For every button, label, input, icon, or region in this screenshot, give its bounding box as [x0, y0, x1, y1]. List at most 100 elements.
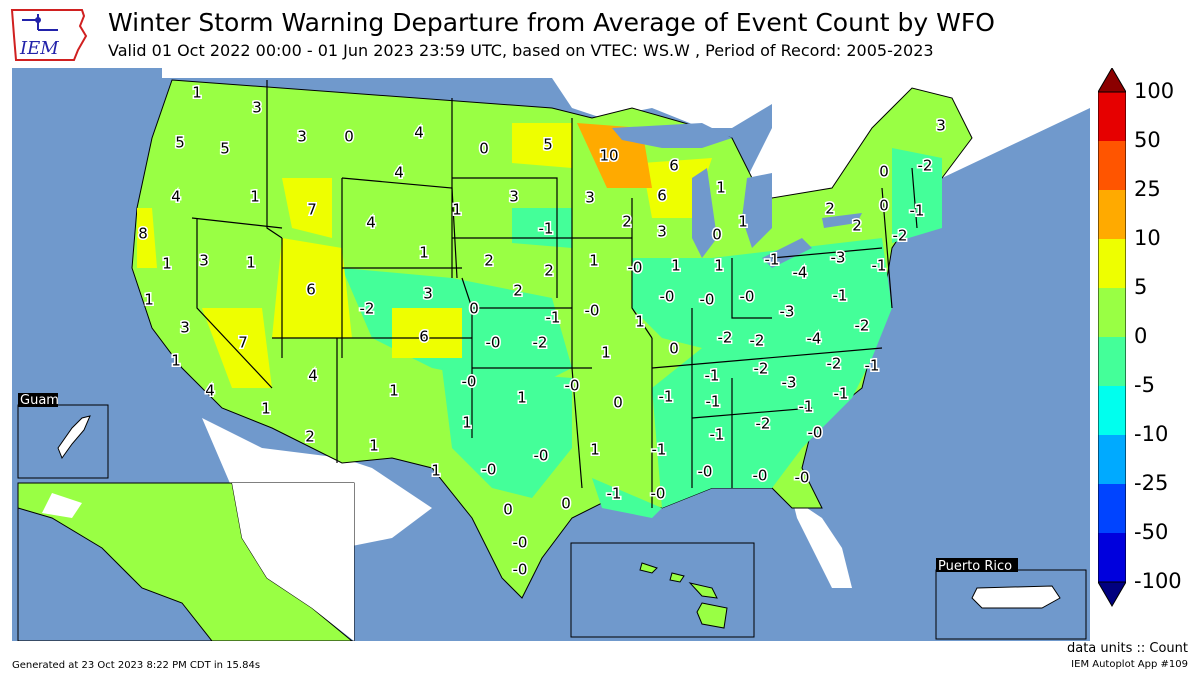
wfo-value: 0 [469, 300, 479, 318]
colorbar-segment [1098, 239, 1126, 288]
wfo-value: 0 [879, 163, 889, 181]
wfo-value: 1 [601, 344, 611, 362]
wfo-value: 1 [250, 188, 260, 206]
wfo-value: -1 [546, 309, 561, 327]
wfo-value: -1 [710, 426, 725, 444]
map-title: Winter Storm Warning Departure from Aver… [108, 8, 995, 37]
wfo-value: 1 [590, 441, 600, 459]
wfo-value: -0 [513, 534, 528, 552]
wfo-value: -2 [750, 332, 765, 350]
wfo-value: -1 [872, 257, 887, 275]
colorbar-segment [1098, 141, 1126, 190]
lake-huron [742, 173, 772, 248]
yellow-region-utah [272, 238, 352, 338]
wfo-value: 6 [419, 328, 429, 346]
wfo-value: -2 [533, 334, 548, 352]
wfo-value: -4 [807, 330, 822, 348]
colorbar-segment [1098, 288, 1126, 337]
wfo-value: -2 [918, 157, 933, 175]
wfo-value: 0 [344, 128, 354, 146]
colorbar-segment [1098, 533, 1126, 582]
colorbar-tick-label: 10 [1134, 226, 1161, 250]
colorbar-segment [1098, 435, 1126, 484]
wfo-value: -0 [585, 302, 600, 320]
colorbar-tick-label: 5 [1134, 275, 1148, 299]
wfo-value: -2 [893, 227, 908, 245]
wfo-value: 5 [543, 136, 553, 154]
colorbar-tick-label: -25 [1134, 471, 1169, 495]
wfo-value: -1 [833, 287, 848, 305]
colorbar-tick-label: 0 [1134, 324, 1148, 348]
wfo-value: 4 [308, 367, 318, 385]
wfo-value: 1 [431, 462, 441, 480]
lake-michigan [692, 168, 717, 258]
teal-region-gulf [592, 478, 662, 518]
wfo-value: 8 [138, 225, 148, 243]
wfo-value: 1 [462, 414, 472, 432]
wfo-value: -1 [607, 485, 622, 503]
wfo-value: -1 [910, 202, 925, 220]
wfo-value: 1 [589, 252, 599, 270]
colorbar-segment [1098, 386, 1126, 435]
colorbar-max-extension [1098, 68, 1126, 93]
colorbar-outline [1098, 91, 1126, 583]
logo-text: IEM [19, 38, 59, 59]
wfo-value: 3 [180, 319, 190, 337]
wfo-value: -3 [780, 303, 795, 321]
colorbar-segment [1098, 92, 1126, 141]
app-id: IEM Autoplot App #109 [1071, 659, 1188, 670]
teal-region-texas [442, 368, 572, 498]
yellow-region-nevada [202, 308, 272, 388]
wfo-value: 1 [671, 257, 681, 275]
wfo-value: 4 [171, 188, 181, 206]
wfo-value: -1 [539, 220, 554, 238]
puerto-rico-label: Puerto Rico [938, 559, 1012, 574]
wfo-value: -2 [360, 300, 375, 318]
hawaii-inset [570, 542, 755, 638]
wfo-value: 1 [635, 313, 645, 331]
data-units: data units :: Count [1066, 641, 1188, 656]
wfo-value: 3 [509, 188, 519, 206]
wfo-value: 2 [544, 262, 554, 280]
alaska-inset [17, 482, 355, 641]
lake-erie [762, 238, 812, 268]
wfo-value: 7 [238, 334, 248, 352]
wfo-value: 0 [479, 140, 489, 158]
wfo-value: 3 [423, 285, 433, 303]
wfo-value: -1 [834, 385, 849, 403]
guam-inset: Guam [17, 393, 109, 479]
colorbar-tick-label: -50 [1134, 520, 1169, 544]
wfo-value: -0 [462, 373, 477, 391]
wfo-value: 1 [517, 389, 527, 407]
wfo-value: 5 [175, 134, 185, 152]
wfo-value: 3 [199, 252, 209, 270]
teal-region-east [652, 238, 892, 508]
wfo-value: -1 [865, 357, 880, 375]
wfo-value: 0 [503, 501, 513, 519]
wfo-value: -0 [651, 485, 666, 503]
wfo-value: 3 [252, 99, 262, 117]
wfo-value: 1 [144, 291, 154, 309]
state-boundaries [191, 80, 918, 508]
wfo-value: 1 [419, 244, 429, 262]
wfo-value: -0 [698, 463, 713, 481]
wfo-value: -1 [652, 441, 667, 459]
wfo-value: -0 [795, 469, 810, 487]
wfo-value: -0 [482, 461, 497, 479]
iem-logo: IEM [8, 6, 88, 64]
wfo-value: 3 [297, 128, 307, 146]
wfo-value: 1 [171, 352, 181, 370]
wfo-value: 0 [561, 495, 571, 513]
wfo-value: -0 [753, 467, 768, 485]
wfo-value: -2 [756, 415, 771, 433]
wfo-value: 4 [394, 164, 404, 182]
colorbar-tick-label: -100 [1134, 569, 1182, 593]
wfo-value: 1 [192, 84, 202, 102]
wfo-value: -0 [740, 288, 755, 306]
wfo-value: 0 [613, 394, 623, 412]
wfo-value: -2 [855, 317, 870, 335]
wfo-value: 1 [369, 437, 379, 455]
map-subtitle: Valid 01 Oct 2022 00:00 - 01 Jun 2023 23… [108, 41, 934, 60]
wfo-value: 1 [261, 400, 271, 418]
yellow-region-idaho [282, 178, 332, 238]
